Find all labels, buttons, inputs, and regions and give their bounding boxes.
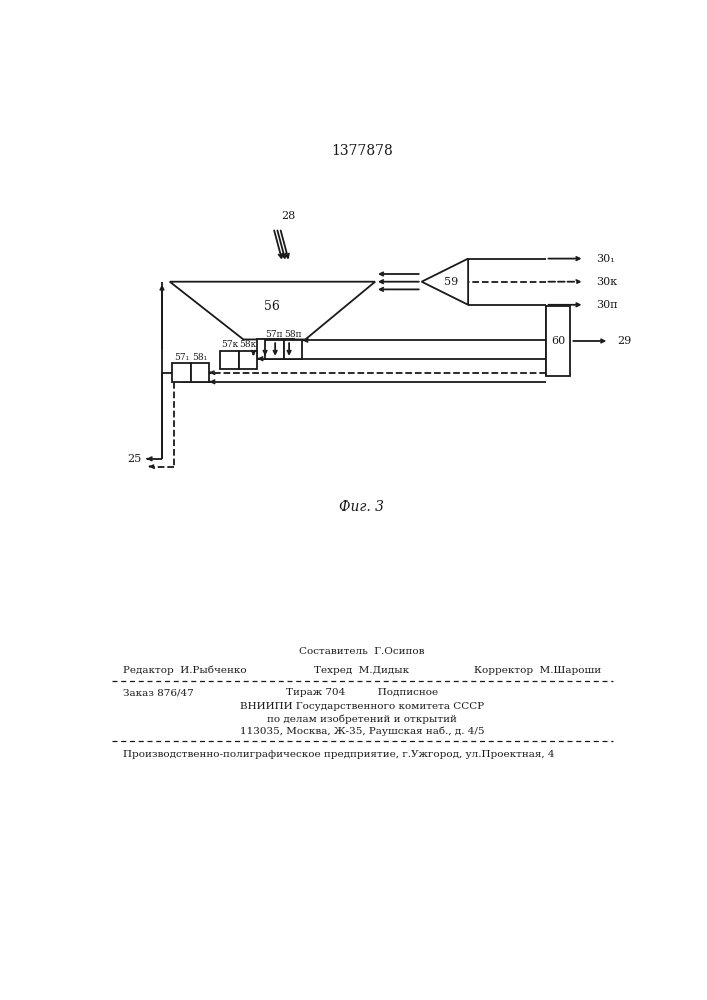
Bar [546, 306, 571, 376]
Text: Корректор  М.Шароши: Корректор М.Шароши [474, 666, 602, 675]
Text: Заказ 876/47: Заказ 876/47 [123, 688, 194, 697]
Text: 60: 60 [551, 336, 565, 346]
Text: 58к: 58к [240, 340, 257, 349]
Text: 59: 59 [444, 277, 458, 287]
Text: Фиг. 3: Фиг. 3 [339, 500, 385, 514]
Text: ВНИИПИ Государственного комитета СССР: ВНИИПИ Государственного комитета СССР [240, 702, 484, 711]
Bar [191, 363, 209, 382]
Bar [257, 339, 293, 359]
Text: Тираж 704          Подписное: Тираж 704 Подписное [286, 688, 438, 697]
Text: 56: 56 [264, 300, 280, 313]
Bar [265, 340, 284, 359]
Bar [172, 363, 191, 382]
Text: Редактор  И.Рыбченко: Редактор И.Рыбченко [123, 666, 247, 675]
Text: 29: 29 [617, 336, 631, 346]
Text: Составитель  Г.Осипов: Составитель Г.Осипов [299, 647, 425, 656]
Text: 57п: 57п [266, 330, 284, 339]
Text: 57к: 57к [221, 340, 238, 349]
Text: Производственно-полиграфическое предприятие, г.Ужгород, ул.Проектная, 4: Производственно-полиграфическое предприя… [123, 750, 555, 759]
Text: 113035, Москва, Ж-35, Раушская наб., д. 4/5: 113035, Москва, Ж-35, Раушская наб., д. … [240, 727, 484, 736]
Bar [284, 340, 303, 359]
Text: 30к: 30к [596, 277, 617, 287]
Text: 58₁: 58₁ [192, 353, 208, 362]
Text: Техред  М.Дидык: Техред М.Дидык [315, 666, 409, 675]
Bar [220, 351, 239, 369]
Text: 25: 25 [127, 454, 141, 464]
Text: 28: 28 [281, 211, 296, 221]
Text: 30п: 30п [596, 300, 618, 310]
Text: 30₁: 30₁ [596, 254, 614, 264]
Text: 1377878: 1377878 [331, 144, 393, 158]
Text: 58п: 58п [284, 330, 302, 339]
Text: по делам изобретений и открытий: по делам изобретений и открытий [267, 714, 457, 724]
Text: 57₁: 57₁ [174, 353, 189, 362]
Bar [239, 351, 257, 369]
